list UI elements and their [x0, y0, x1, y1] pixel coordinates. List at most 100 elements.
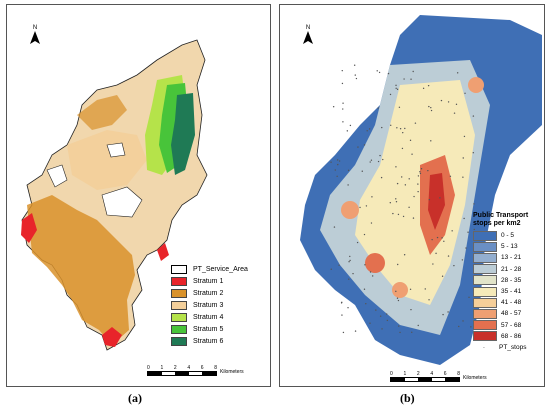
pt-stop-point	[419, 171, 421, 173]
scale-unit: Kilometers	[463, 375, 487, 381]
pt-stop-point	[417, 183, 419, 185]
legend-item: 41 - 48	[473, 297, 543, 308]
pt-stop-point	[397, 299, 400, 302]
pt-stop-point	[376, 70, 378, 72]
legend-label: 28 - 35	[501, 276, 522, 284]
pt-stop-point	[395, 166, 397, 168]
pt-stop-point	[381, 126, 383, 129]
pt-stop-point	[413, 195, 415, 198]
strata-legend: PT_Service_Area Stratum 1 Stratum 2 Stra…	[171, 263, 265, 347]
legend-swatch	[171, 288, 187, 298]
map-panel-density: N Public Transport stops per km2 0 - 5 5…	[279, 4, 545, 387]
pt-stop-point	[463, 217, 465, 220]
pt-stop-point	[342, 331, 345, 334]
legend-swatch	[473, 275, 497, 286]
pt-stop-point	[370, 222, 373, 224]
legend-item: 21 - 28	[473, 264, 543, 275]
pt-stop-point	[473, 228, 475, 231]
pt-stop-point	[330, 161, 332, 163]
pt-stop-point	[386, 319, 389, 322]
density-hotspot-southwest	[365, 253, 385, 273]
stratum-3-area	[67, 130, 147, 190]
pt-stop-point	[361, 170, 363, 172]
pt-stop-point	[412, 217, 415, 219]
pt-stop-point	[333, 226, 336, 228]
pt-stop-point	[364, 264, 366, 266]
pt-stop-point	[363, 233, 366, 236]
density-hotspot-south	[392, 282, 408, 298]
stratum-6-area	[171, 93, 195, 175]
legend-label: 13 - 21	[501, 254, 522, 262]
scale-bar: 0 1 2 4 6 8	[390, 371, 460, 382]
pt-stop-point	[371, 275, 374, 277]
pt-stop-point	[389, 201, 392, 204]
pt-stop-point	[377, 160, 380, 163]
pt-stop-point	[403, 254, 406, 256]
scale-bar-graphic	[147, 371, 217, 376]
pt-stop-point	[417, 175, 420, 177]
pt-stop-point	[342, 121, 344, 123]
pt-stop-point	[401, 176, 403, 178]
legend-label: 21 - 28	[501, 265, 522, 273]
pt-stop-point	[390, 124, 392, 126]
pt-stop-point	[472, 115, 475, 117]
pt-stop-point	[349, 124, 352, 127]
pt-stop-point	[330, 268, 332, 270]
pt-stop-point	[470, 326, 472, 328]
pt-stop-point	[356, 241, 359, 244]
pt-stop-point	[441, 237, 443, 239]
scale-tick: 8	[457, 371, 460, 377]
pt-stop-point	[341, 314, 343, 316]
pt-stop-point	[366, 130, 368, 132]
legend-item-stratum-2: Stratum 2	[171, 287, 265, 299]
pt-stop-point	[399, 128, 402, 130]
pt-stop-point	[363, 144, 366, 146]
pt-stop-point	[342, 108, 344, 110]
pt-stop-point	[465, 247, 467, 249]
north-label: N	[305, 25, 311, 31]
scale-ticks: 0 1 2 4 6 8	[390, 371, 460, 377]
legend-label: Stratum 5	[193, 325, 224, 333]
legend-label: Stratum 6	[193, 337, 224, 345]
pt-stop-point	[349, 259, 351, 262]
pt-stop-point	[410, 78, 412, 80]
pt-stop-point	[337, 163, 339, 166]
pt-stop-point	[467, 231, 469, 233]
scale-tick: 1	[403, 371, 407, 377]
pt-stop-point	[453, 264, 455, 267]
legend-item: 5 - 13	[473, 241, 543, 252]
pt-stop-point	[381, 328, 383, 330]
pt-stop-point	[375, 309, 377, 311]
stratum-2-area	[27, 195, 135, 345]
legend-swatch	[473, 331, 497, 342]
stratum-1-area	[21, 213, 37, 243]
pt-stop-point	[462, 157, 464, 159]
scale-bar-graphic	[390, 377, 460, 382]
pt-stop-point	[341, 82, 344, 85]
pt-stop-point	[353, 64, 356, 66]
pt-stop-point	[455, 103, 458, 106]
pt-stop-point	[387, 72, 390, 75]
pt-stop-point	[473, 203, 475, 205]
pt-stop-point	[401, 147, 404, 150]
pt-stop-point	[436, 236, 439, 239]
pt-stop-point	[396, 88, 399, 91]
pt-stop-point	[341, 69, 343, 72]
pt-stop-point	[342, 102, 344, 104]
scale-unit: Kilometers	[220, 369, 244, 375]
scale-tick: 4	[430, 371, 434, 377]
legend-swatch	[473, 320, 497, 331]
pt-stop-point	[349, 255, 351, 258]
pt-stop-point	[408, 178, 410, 180]
pt-stop-point	[403, 78, 405, 80]
pt-stop-point	[408, 206, 410, 209]
pt-stop-point	[369, 271, 372, 273]
pt-stop-point	[430, 140, 432, 142]
legend-swatch	[171, 276, 187, 286]
pt-stop-point	[389, 93, 392, 96]
pt-stop-point	[462, 320, 464, 322]
stratum-1-area-east	[157, 243, 169, 261]
pt-stop-point	[338, 264, 340, 266]
pt-stop-point	[382, 158, 384, 161]
pt-stop-point	[397, 213, 400, 216]
